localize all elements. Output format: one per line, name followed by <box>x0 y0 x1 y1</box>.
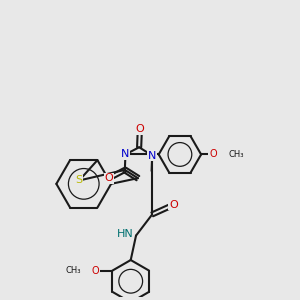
Text: N: N <box>148 151 156 160</box>
Text: HN: HN <box>117 230 134 239</box>
Text: S: S <box>76 176 83 185</box>
Text: O: O <box>104 173 113 183</box>
Text: O: O <box>169 200 178 210</box>
Text: O: O <box>136 124 144 134</box>
Text: CH₃: CH₃ <box>228 150 244 159</box>
Text: O: O <box>92 266 99 276</box>
Text: N: N <box>121 149 130 160</box>
Text: CH₃: CH₃ <box>66 266 81 275</box>
Text: O: O <box>209 149 217 160</box>
